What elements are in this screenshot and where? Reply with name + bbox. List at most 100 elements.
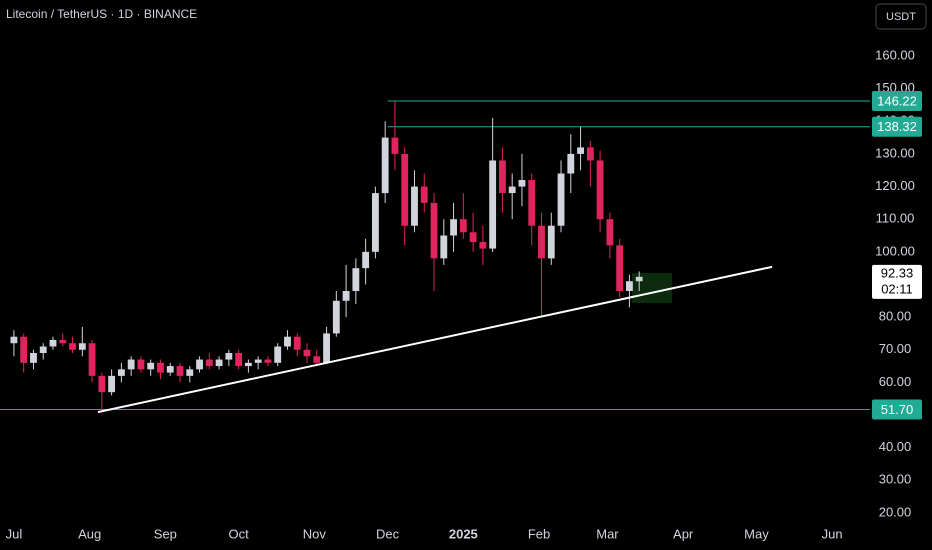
candle-body <box>49 339 57 347</box>
candle-body <box>88 343 96 376</box>
x-tick-label: Dec <box>376 526 400 541</box>
candle-body <box>332 300 340 334</box>
currency-label[interactable]: USDT <box>886 11 916 23</box>
y-tick-label: 160.00 <box>875 47 915 62</box>
candle-body <box>538 225 545 259</box>
candle-body <box>244 362 252 367</box>
candle-body <box>547 225 555 259</box>
countdown-label: 02:11 <box>881 281 913 296</box>
candle-body <box>78 343 86 350</box>
y-tick-label: 120.00 <box>875 178 915 193</box>
candle-body <box>362 251 370 269</box>
candle-body <box>577 147 584 154</box>
level-label: 146.22 <box>877 93 917 108</box>
candle-body <box>411 186 418 226</box>
candle-body <box>98 375 106 393</box>
candle-body <box>567 153 575 174</box>
candle-body <box>20 336 28 363</box>
candle-body <box>254 359 262 363</box>
candle-body <box>147 362 155 370</box>
candle-body <box>401 153 409 226</box>
candle-body <box>479 242 487 249</box>
candle-body <box>586 147 594 161</box>
candle-body <box>635 276 643 282</box>
level-tag <box>872 90 922 111</box>
level-label: 138.32 <box>877 119 917 134</box>
y-tick-label: 40.00 <box>879 439 912 454</box>
candle-body <box>157 362 164 373</box>
y-tick-label: 100.00 <box>875 243 915 258</box>
candle-body <box>557 173 565 226</box>
candle-body <box>127 359 135 370</box>
candle-body <box>196 359 203 370</box>
candle-body <box>264 359 272 363</box>
x-tick-label: Jun <box>822 526 843 541</box>
candle-body <box>625 281 633 292</box>
candle-body <box>518 180 526 187</box>
y-tick-label: 80.00 <box>879 309 912 324</box>
candle-body <box>225 353 233 360</box>
candle-body <box>205 359 213 367</box>
candle-body <box>313 356 321 363</box>
candle-body <box>440 235 448 259</box>
candle-body <box>450 219 457 236</box>
candle-body <box>342 291 350 301</box>
candle-body <box>235 353 243 367</box>
candle-body <box>108 375 116 393</box>
candle-body <box>381 137 389 194</box>
x-tick-label: Apr <box>673 526 694 541</box>
y-tick-label: 30.00 <box>879 472 912 487</box>
candle-body <box>186 369 194 376</box>
candle-body <box>528 180 536 226</box>
x-tick-label: 2025 <box>449 526 478 541</box>
candle-body <box>508 186 516 194</box>
level-tag <box>872 116 922 137</box>
currency-button[interactable] <box>875 3 927 30</box>
y-tick-label: 130.00 <box>875 145 915 160</box>
candle-body <box>59 339 67 344</box>
x-tick-label: Jul <box>6 526 23 541</box>
candle-body <box>616 245 624 292</box>
x-tick-label: Nov <box>303 526 327 541</box>
candle-body <box>371 193 379 252</box>
y-tick-label: 110.00 <box>876 211 915 226</box>
x-tick-label: Mar <box>596 526 619 541</box>
candle-body <box>420 186 428 203</box>
candle-body <box>391 137 399 154</box>
candle-body <box>117 369 125 376</box>
x-tick-label: Sep <box>154 526 177 541</box>
level-tag <box>872 399 922 420</box>
x-tick-label: Oct <box>229 526 250 541</box>
candle-body <box>176 366 184 376</box>
candle-body <box>430 202 438 259</box>
x-tick-label: May <box>744 526 769 541</box>
candle-body <box>284 336 291 347</box>
candle-body <box>215 359 223 367</box>
candle-body <box>606 219 614 246</box>
y-tick-label: 60.00 <box>879 374 912 389</box>
candle-body <box>303 349 311 357</box>
candle-body <box>293 336 301 350</box>
x-tick-label: Aug <box>78 526 101 541</box>
candle-body <box>30 353 37 363</box>
candle-body <box>489 160 497 249</box>
candle-body <box>39 346 47 354</box>
candle-body <box>274 346 282 363</box>
chart-title: Litecoin / TetherUS · 1D · BINANCE <box>6 7 197 21</box>
candle-body <box>469 232 477 243</box>
y-tick-label: 20.00 <box>879 504 912 519</box>
candle-body <box>69 343 76 350</box>
x-tick-label: Feb <box>528 526 550 541</box>
candle-body <box>323 333 330 363</box>
candle-body <box>498 160 506 194</box>
candle-body <box>459 219 467 233</box>
candle-body <box>352 268 360 292</box>
level-label: 51.70 <box>881 402 914 417</box>
last-price-label: 92.33 <box>881 265 914 280</box>
trendline <box>97 265 773 414</box>
last-price-box <box>872 264 922 299</box>
y-tick-label: 70.00 <box>879 341 912 356</box>
